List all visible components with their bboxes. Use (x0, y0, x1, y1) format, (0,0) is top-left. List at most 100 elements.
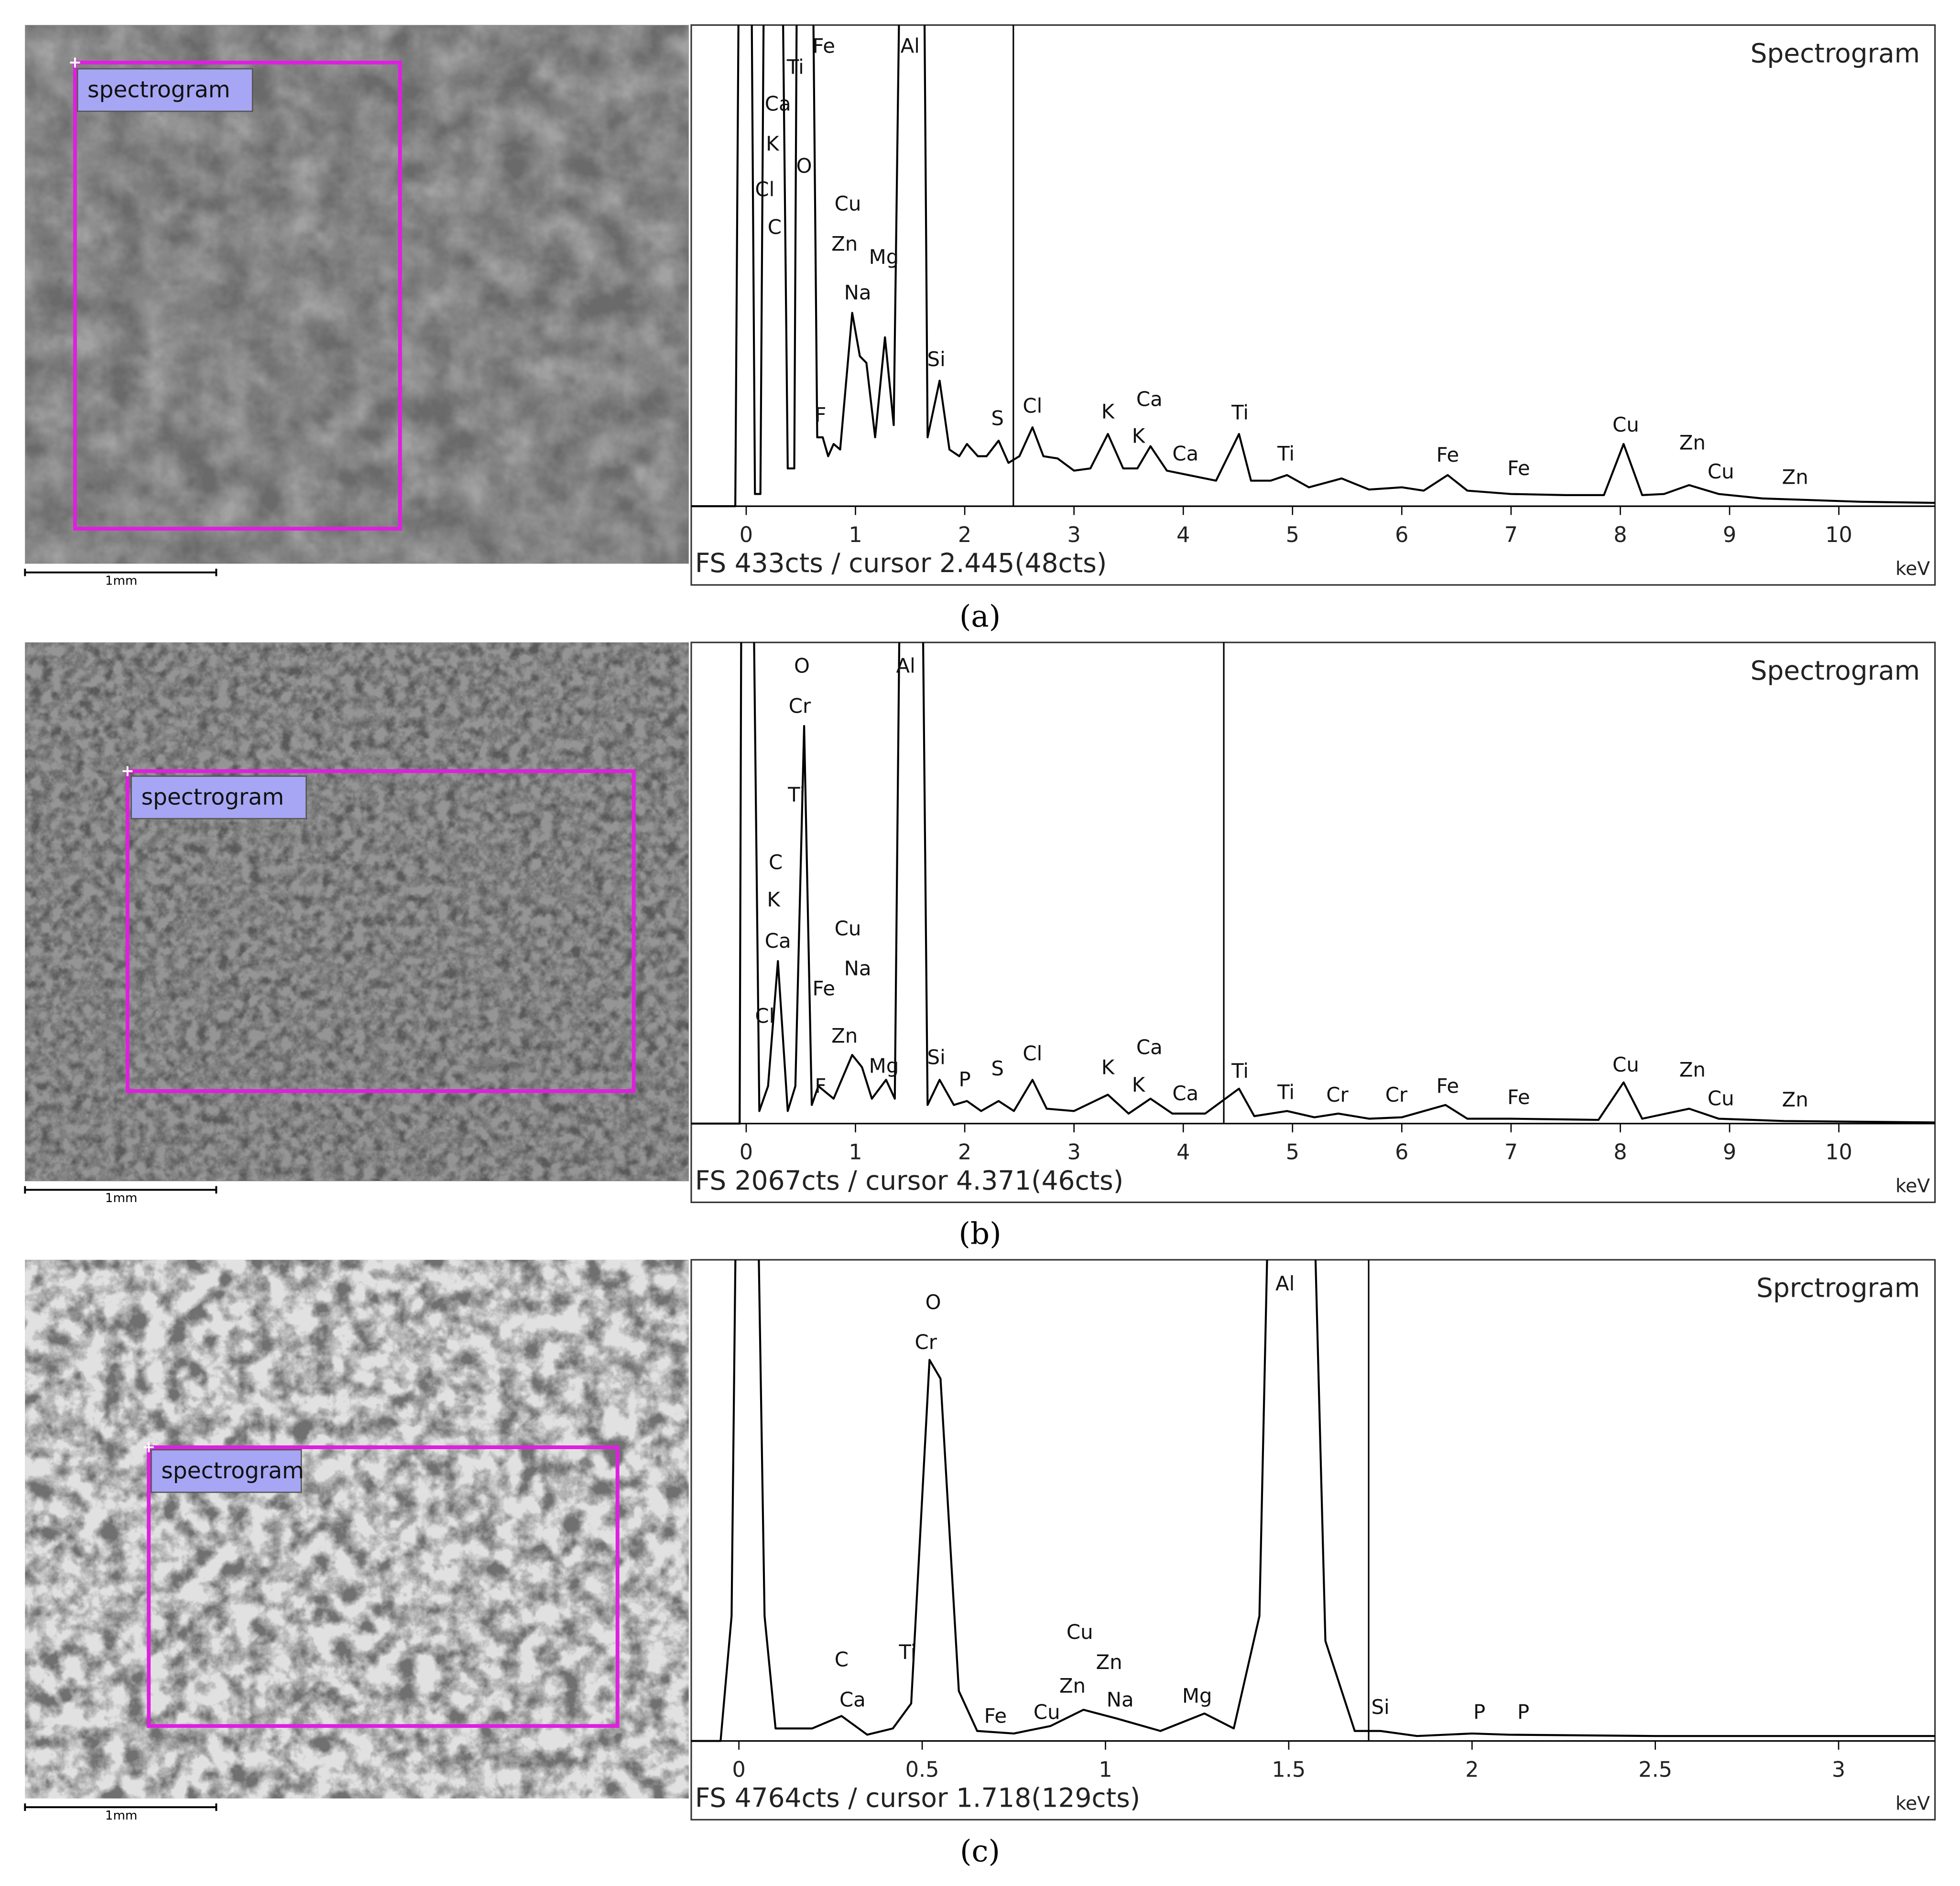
scale-bar (24, 1186, 218, 1194)
peak-label: Zn (1096, 1650, 1122, 1674)
peak-label: Ti (1231, 1059, 1249, 1083)
peak-label: Al (901, 34, 920, 57)
peak-label: Ti (898, 1640, 916, 1664)
peak-label: Fe (1507, 1085, 1530, 1109)
peak-label: Si (927, 1045, 946, 1069)
scale-bar-label: 1mm (105, 1191, 138, 1205)
x-tick-label: 3 (1832, 1757, 1845, 1782)
peak-label: Cr (789, 694, 811, 718)
chart-footer: FS 4764cts / cursor 1.718(129cts) (695, 1783, 1140, 1813)
peak-label: Fe (812, 34, 835, 57)
peak-label: Ca (839, 1688, 866, 1711)
chart-title: Spectrogram (1751, 38, 1920, 68)
roi-label-bg (76, 68, 253, 112)
x-axis-label: keV (1895, 1793, 1930, 1814)
peak-label: Ti (1277, 1081, 1295, 1104)
peak-label: Cu (1612, 413, 1639, 436)
peak-label: Mg (869, 245, 899, 269)
peak-label: C (769, 850, 783, 874)
peak-label: Cu (1708, 460, 1734, 483)
peak-label: Fe (1507, 456, 1530, 480)
scale-bar-label: 1mm (105, 574, 138, 588)
roi-label-bg (151, 1449, 302, 1493)
peak-label: Ca (765, 929, 791, 953)
panel-label: (c) (960, 1833, 1000, 1868)
peak-label: Cu (1708, 1087, 1734, 1110)
peak-label: Zn (831, 1024, 858, 1048)
peak-label: O (794, 654, 810, 678)
peak-label: Fe (984, 1704, 1007, 1727)
x-tick-label: 3 (1067, 1140, 1080, 1165)
peak-label: Ca (1172, 1082, 1198, 1105)
x-tick-label: 8 (1613, 1140, 1627, 1165)
chart-title: Sprctrogram (1756, 1273, 1920, 1303)
x-tick-label: 0 (732, 1757, 746, 1782)
peak-label: Si (927, 347, 946, 371)
x-tick-label: 1 (1099, 1757, 1112, 1782)
roi-label: spectrogram (161, 1458, 304, 1484)
x-tick-label: 9 (1723, 523, 1736, 547)
peak-label: Ti (1231, 401, 1249, 424)
x-tick-label: 9 (1723, 1140, 1736, 1165)
chart-frame (690, 1259, 1936, 1821)
peak-label: Zn (1059, 1674, 1086, 1698)
peak-label: P (1473, 1701, 1485, 1724)
chart-frame (690, 24, 1936, 586)
roi-box (125, 769, 636, 1093)
peak-label: Ti (1277, 442, 1295, 466)
roi-label: spectrogram (141, 784, 284, 810)
x-tick-label: 0 (740, 523, 753, 547)
scale-bar (24, 1803, 218, 1811)
peak-label: Cu (835, 192, 861, 216)
peak-label: Cr (915, 1331, 937, 1354)
peak-label: Fe (1437, 443, 1459, 466)
peak-label: O (926, 1290, 941, 1314)
peak-label: Ti (787, 783, 805, 806)
peak-label: Zn (1782, 466, 1808, 489)
peak-label: Zn (1782, 1088, 1808, 1111)
peak-label: K (1101, 400, 1115, 423)
scale-bar-label: 1mm (105, 1809, 138, 1823)
peak-label: K (767, 888, 781, 911)
peak-label: Mg (1182, 1684, 1212, 1708)
sem-image-texture (25, 642, 689, 1181)
peak-label: Cu (1034, 1701, 1060, 1724)
peak-label: Cl (1023, 394, 1042, 418)
peak-label: P (958, 1068, 970, 1091)
x-tick-label: 3 (1067, 523, 1080, 547)
peak-label: K (1132, 424, 1146, 447)
peak-label: C (768, 215, 782, 238)
peak-label: K (766, 132, 780, 155)
peak-label: Cl (755, 177, 774, 201)
peak-label: O (796, 154, 812, 178)
peak-label: Cu (835, 917, 861, 940)
x-tick-label: 10 (1825, 523, 1852, 547)
chart-footer: FS 2067cts / cursor 4.371(46cts) (695, 1165, 1123, 1196)
peak-label: Na (844, 281, 871, 304)
peak-label: S (991, 406, 1004, 430)
panel-label: (b) (958, 1216, 1001, 1251)
peak-label: F (815, 1074, 826, 1097)
peak-label: Al (1275, 1272, 1295, 1295)
spectrum-line (691, 25, 1935, 508)
peak-label: Ca (1136, 1036, 1163, 1059)
peak-label: Na (1107, 1688, 1134, 1711)
peak-label: S (991, 1057, 1004, 1080)
roi-corner (70, 57, 80, 68)
x-tick-label: 7 (1504, 523, 1518, 547)
x-tick-label: 5 (1286, 523, 1299, 547)
peak-label: Cu (1067, 1620, 1093, 1644)
roi-corner (122, 766, 133, 776)
x-tick-label: 4 (1176, 1140, 1190, 1165)
x-tick-label: 4 (1176, 523, 1190, 547)
x-tick-label: 1.5 (1272, 1757, 1306, 1782)
peak-label: C (835, 1648, 849, 1671)
x-axis-label: keV (1895, 558, 1930, 580)
spectrum-line (691, 642, 1935, 1125)
peak-label: Cr (1385, 1083, 1408, 1106)
peak-label: P (1517, 1701, 1529, 1724)
peak-label: Cl (1023, 1042, 1042, 1065)
x-tick-label: 1 (849, 523, 862, 547)
x-tick-label: 2.5 (1638, 1757, 1672, 1782)
scale-bar (24, 568, 218, 576)
